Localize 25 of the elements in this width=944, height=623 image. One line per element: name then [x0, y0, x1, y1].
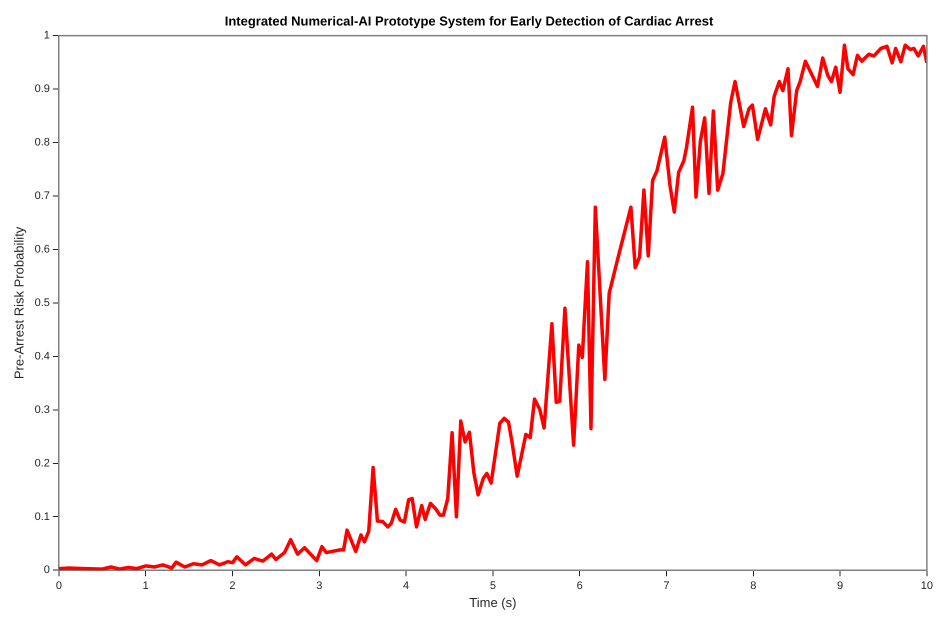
y-tick-label: 0.9: [34, 83, 50, 96]
x-tick-label: 1: [142, 580, 149, 592]
y-tick-label: 0.8: [34, 136, 50, 149]
y-tick-label: 0.5: [34, 296, 50, 309]
y-tick-label: 0.6: [34, 243, 50, 256]
x-tick-label: 0: [56, 580, 62, 592]
y-tick-label: 0.2: [34, 457, 50, 470]
y-axis-title: Pre-Arrest Risk Probability: [11, 226, 26, 380]
y-tick-label: 0.3: [34, 404, 50, 416]
x-tick-label: 6: [576, 580, 583, 592]
x-tick-label: 10: [920, 580, 934, 592]
x-tick-label: 4: [403, 580, 410, 592]
x-tick-label: 2: [229, 580, 236, 592]
x-tick-label: 3: [316, 580, 322, 592]
x-axis-title: Time (s): [469, 594, 516, 610]
x-tick-label: 5: [490, 580, 496, 592]
y-tick-label: 0.7: [34, 190, 50, 202]
y-tick-label: 0.4: [34, 350, 50, 362]
x-tick-label: 8: [750, 580, 756, 592]
y-tick-label: 0.1: [34, 510, 50, 523]
y-tick-label: 1: [44, 30, 50, 42]
x-tick-label: 9: [837, 580, 844, 592]
chart-title: Integrated Numerical-AI Prototype System for Early Detection of Cardiac Arrest: [224, 13, 714, 28]
x-tick-label: 7: [663, 580, 670, 592]
y-tick-label: 0: [44, 564, 50, 576]
